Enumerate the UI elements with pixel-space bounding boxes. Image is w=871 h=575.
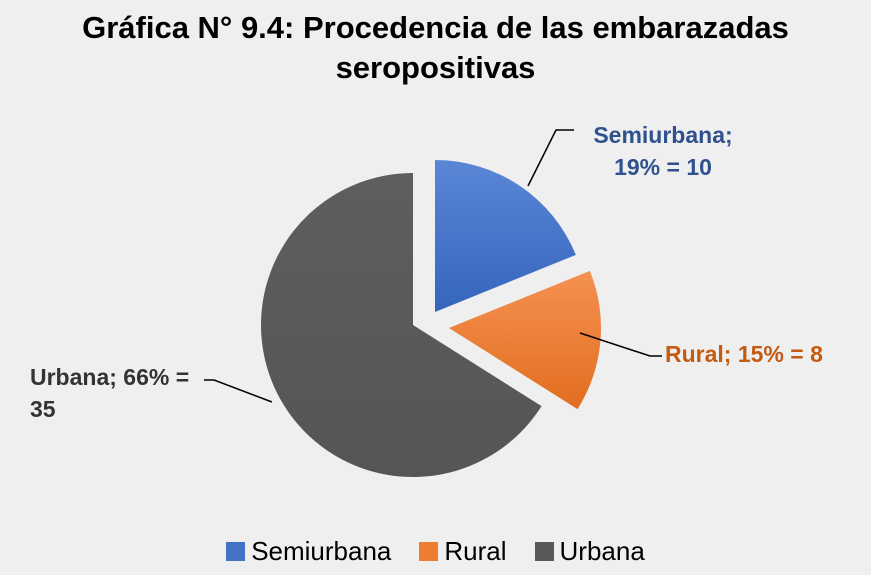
pie-slice: [435, 160, 576, 312]
legend-swatch: [419, 542, 439, 561]
pie-slice: [261, 173, 542, 477]
data-label: Semiurbana; 19% = 10: [593, 122, 733, 180]
legend-swatch: [534, 542, 554, 561]
legend-label: Rural: [444, 536, 507, 566]
data-label: Urbana; 66% = 35: [30, 364, 190, 422]
leader-line: [579, 332, 662, 357]
legend-item: Urbana: [534, 536, 645, 567]
legend-label: Semiurbana: [251, 536, 392, 566]
legend-item: Rural: [419, 536, 507, 567]
pie-slice: [449, 270, 601, 410]
legend-label: Urbana: [559, 536, 645, 566]
leader-lines: [204, 129, 662, 403]
chart-title: Gráfica N° 9.4: Procedencia de las embar…: [82, 10, 789, 85]
legend-swatch: [226, 542, 246, 561]
leader-line: [204, 379, 273, 403]
leader-line: [527, 129, 574, 187]
legend-item: Semiurbana: [226, 536, 391, 567]
legend: Semiurbana Rural Urbana: [0, 536, 871, 567]
data-label: Rural; 15% = 8: [665, 341, 823, 367]
